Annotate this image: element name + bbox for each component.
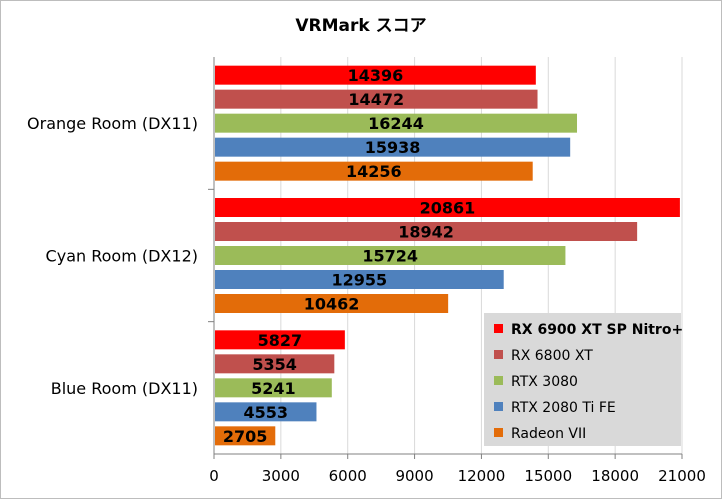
- legend-label: RTX 3080: [511, 374, 578, 390]
- x-tick-label: 21000: [658, 467, 706, 485]
- data-label: 2705: [223, 427, 268, 446]
- bar: [215, 246, 566, 265]
- bar: [215, 65, 536, 85]
- data-label: 18942: [398, 223, 454, 242]
- bar: [215, 426, 276, 446]
- legend-swatch: [494, 324, 503, 333]
- value-labels: 14396 14472 16244 15938 14256 20861 18942 15724…: [223, 66, 475, 446]
- data-label: 14396: [348, 66, 404, 85]
- x-tick-label: 18000: [591, 467, 639, 485]
- bar: [215, 222, 638, 241]
- data-label: 16244: [368, 114, 424, 133]
- legend: RX 6900 XT SP Nitro+ RX 6800 XT RTX 3080 RT…: [484, 313, 683, 446]
- data-label: 15724: [362, 247, 418, 266]
- legend-box: [484, 313, 681, 446]
- data-label: 5354: [252, 355, 297, 374]
- data-label: 15938: [365, 138, 421, 157]
- legend-label: RX 6900 XT SP Nitro+: [511, 322, 683, 338]
- data-label: 12955: [332, 271, 388, 290]
- bar: [215, 89, 538, 109]
- bar: [215, 330, 345, 350]
- data-label: 5241: [251, 379, 296, 398]
- data-label: 14472: [348, 90, 404, 109]
- bar: [215, 137, 571, 157]
- bar: [215, 198, 680, 217]
- bar: [215, 161, 533, 181]
- bar: [215, 378, 332, 398]
- category-label: Cyan Room (DX12): [46, 247, 198, 266]
- legend-swatch: [494, 428, 503, 437]
- x-tick-label: 9000: [395, 467, 433, 485]
- bar: [215, 294, 449, 313]
- legend-label: RX 6800 XT: [511, 348, 593, 364]
- category-label: Orange Room (DX11): [27, 114, 198, 133]
- legend-swatch: [494, 402, 503, 411]
- x-tick-label: 3000: [262, 467, 300, 485]
- data-label: 4553: [243, 403, 288, 422]
- x-tick-label: 15000: [524, 467, 572, 485]
- bar: [215, 354, 335, 374]
- data-label: 14256: [346, 162, 402, 181]
- bar: [215, 402, 317, 422]
- x-tick-label: 12000: [458, 467, 506, 485]
- data-label: 20861: [420, 199, 476, 218]
- category-label: Blue Room (DX11): [51, 379, 198, 398]
- x-tick-label: 0: [209, 467, 219, 485]
- data-label: 10462: [304, 295, 360, 314]
- bar: [215, 113, 578, 133]
- chart-title: VRMark スコア: [295, 16, 426, 36]
- legend-label: Radeon VII: [511, 426, 586, 442]
- legend-swatch: [494, 376, 503, 385]
- data-label: 5827: [258, 331, 303, 350]
- axes: 0 3000 6000 9000 12000 15000 18000 21000 Orange …: [27, 57, 706, 485]
- x-tick-label: 6000: [329, 467, 367, 485]
- legend-label: RTX 2080 Ti FE: [511, 400, 616, 416]
- bar: [215, 270, 504, 289]
- legend-swatch: [494, 350, 503, 359]
- bars: [215, 65, 680, 446]
